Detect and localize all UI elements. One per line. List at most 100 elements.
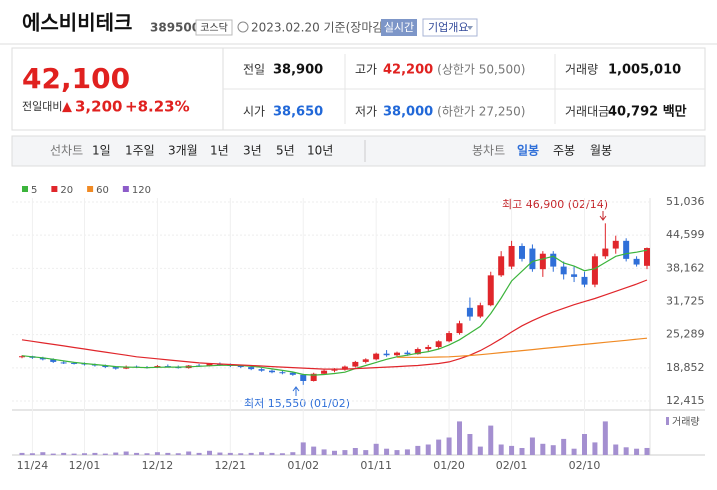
ma-line (21, 279, 648, 370)
base-date: 2023.02.20 기준(장마감) (251, 21, 388, 35)
volume-bar (394, 450, 400, 455)
x-tick-label: 12/12 (142, 459, 174, 472)
company-text: 기업개요 (428, 21, 468, 34)
candle-body (623, 240, 630, 259)
volume-bar (509, 445, 515, 455)
x-tick-label: 11/24 (17, 459, 49, 472)
volume-bar (404, 449, 410, 455)
volume-bar (550, 445, 556, 455)
volume-bar (144, 453, 150, 455)
candle-body (362, 359, 369, 362)
candle-body (581, 276, 588, 285)
y-tick-label: 38,162 (666, 261, 705, 274)
volume-bar (634, 448, 640, 455)
volume-bar (102, 453, 108, 455)
period-tab[interactable]: 1주일 (125, 144, 155, 158)
volume-bar (623, 447, 629, 455)
change-pct: +8.23% (125, 98, 190, 116)
legend-label: 120 (132, 185, 151, 196)
min-arrow (292, 386, 300, 396)
candle-body (394, 352, 400, 356)
candle-body (487, 275, 494, 306)
quote-value: 40,792 백만 (608, 104, 687, 120)
volume-bar (498, 444, 504, 455)
candle-body (269, 370, 275, 373)
volume-bar (50, 453, 56, 455)
period-tab[interactable]: 10년 (307, 144, 333, 158)
candle-body (258, 369, 265, 371)
period-tab[interactable]: 3개월 (168, 144, 198, 158)
realtime-text: 실시간 (384, 21, 414, 34)
candle-body (633, 258, 640, 265)
candle-body (300, 374, 307, 381)
quote-value: 38,900 (273, 63, 323, 78)
x-tick-label: 02/01 (496, 459, 528, 472)
volume-bar (332, 450, 337, 455)
volume-bar (61, 452, 67, 455)
tab-bar (11, 135, 706, 167)
volume-bar (311, 446, 317, 455)
tab-label: 선차트 (50, 144, 83, 158)
volume-bar (92, 452, 98, 455)
max-annotation: 최고 46,900 (02/14) (502, 198, 608, 211)
quote-label: 거래대금 (565, 105, 609, 119)
candle-body (425, 346, 432, 350)
volume-bar (384, 448, 390, 455)
dropdown-icon (467, 26, 473, 30)
candle-body (519, 245, 525, 259)
change-value: 3,200 (75, 98, 122, 116)
volume-bar (290, 452, 296, 455)
volume-bar (519, 448, 525, 455)
volume-bar (227, 452, 233, 455)
volume-bar (540, 443, 546, 455)
volume-bar (19, 452, 25, 455)
period-tab[interactable]: 5년 (276, 144, 295, 158)
period-tab[interactable]: 1년 (210, 144, 229, 158)
volume-bar (571, 448, 577, 455)
candle-body (112, 367, 119, 369)
y-tick-label: 44,599 (666, 228, 705, 241)
x-tick-label: 12/01 (69, 459, 101, 472)
change-sign: ▲ (62, 100, 72, 115)
volume-bar (40, 452, 46, 455)
volume-bar (602, 421, 608, 455)
quote-label: 고가 (355, 63, 377, 77)
quote-label: 시가 (243, 105, 265, 119)
min-annotation: 최저 15,550 (01/02) (244, 397, 350, 410)
candle-tab[interactable]: 주봉 (553, 144, 575, 158)
candle-body (331, 369, 338, 371)
x-tick-label: 01/02 (287, 459, 319, 472)
candle-body (102, 365, 109, 368)
volume-bar (467, 434, 473, 455)
candle-body (539, 253, 546, 270)
volume-bar (238, 453, 244, 455)
volume-bar (644, 447, 650, 455)
volume-bar (186, 451, 192, 455)
stock-name: 에스비비테크 (22, 11, 132, 35)
volume-bar (373, 443, 379, 455)
x-tick-label: 12/21 (214, 459, 246, 472)
candle-body (341, 366, 348, 370)
period-tab[interactable]: 3년 (243, 144, 262, 158)
candle-tab[interactable]: 일봉 (517, 144, 539, 158)
period-tab[interactable]: 1일 (92, 144, 111, 158)
volume-swatch (666, 417, 669, 425)
realtime-button[interactable] (381, 19, 417, 36)
volume-bar (321, 449, 327, 455)
tab-label: 봉차트 (472, 144, 505, 158)
candle-body (50, 359, 57, 362)
candle-body (644, 248, 650, 266)
candle-body (237, 365, 244, 368)
candle-tab[interactable]: 월봉 (590, 144, 612, 158)
candle-body (602, 248, 609, 257)
company-button[interactable] (422, 18, 478, 37)
y-tick-label: 25,289 (666, 328, 705, 341)
ma-line (21, 249, 648, 376)
candle-body (456, 323, 463, 334)
volume-bar (175, 453, 181, 455)
candle-body (289, 372, 296, 375)
quote-label: 저가 (355, 105, 377, 119)
candle-body (60, 362, 67, 364)
volume-bar (363, 450, 369, 455)
x-tick-label: 01/20 (433, 459, 465, 472)
